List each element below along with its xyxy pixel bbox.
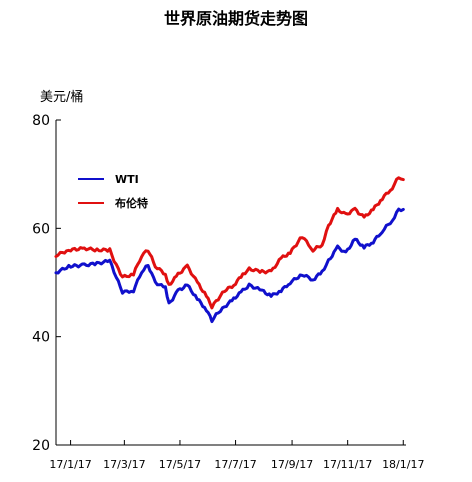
- y-tick-label: 40: [32, 330, 50, 346]
- legend-label-brent: 布伦特: [115, 196, 148, 210]
- x-tick-label: 17/9/17: [271, 458, 313, 471]
- y-tick-label: 80: [32, 113, 50, 129]
- y-tick-label: 20: [32, 438, 50, 454]
- x-tick-label: 17/7/17: [214, 458, 256, 471]
- x-tick-label: 17/5/17: [159, 458, 201, 471]
- y-axis-label: 美元/桶: [40, 90, 83, 105]
- x-tick-label: 17/11/17: [323, 458, 372, 471]
- y-tick-label: 60: [32, 221, 50, 237]
- x-tick-label: 18/1/17: [382, 458, 424, 471]
- x-tick-label: 17/1/17: [49, 458, 91, 471]
- legend-label-wti: WTI: [115, 173, 139, 186]
- chart-title: 世界原油期货走势图: [164, 9, 308, 28]
- series-line-wti: [54, 207, 405, 324]
- series-layer: [54, 176, 405, 324]
- legend: WTI 布伦特: [78, 173, 148, 210]
- x-ticks: 17/1/17 17/3/17 17/5/17 17/7/17 17/9/17 17/11…: [49, 440, 424, 471]
- y-ticks: 80 60 40 20: [32, 113, 61, 454]
- series-line-brent: [54, 176, 405, 310]
- x-tick-label: 17/3/17: [103, 458, 145, 471]
